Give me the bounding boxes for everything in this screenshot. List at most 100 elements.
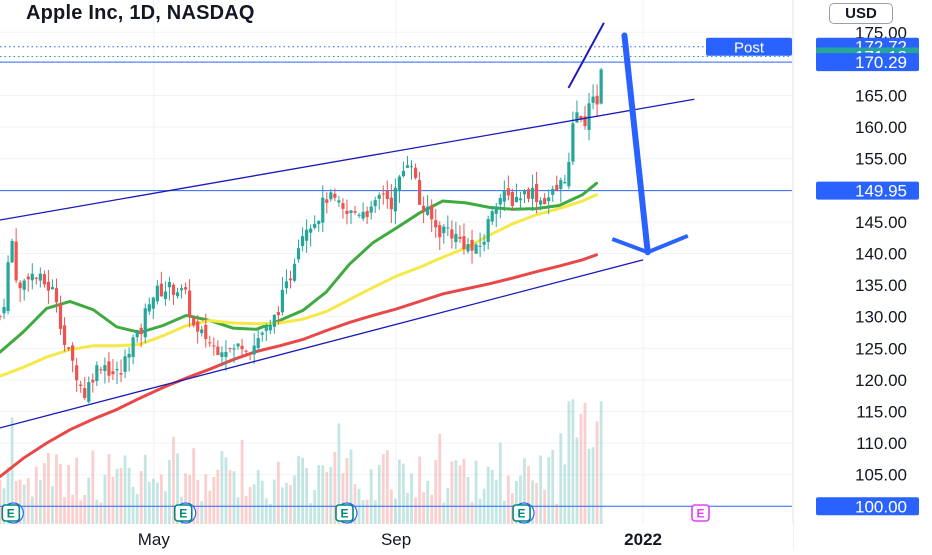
candle-body xyxy=(83,387,87,398)
grid xyxy=(0,0,792,524)
volume-bars xyxy=(0,399,603,524)
volume-bar xyxy=(478,498,482,524)
candle-body xyxy=(543,198,547,205)
volume-bar xyxy=(216,469,220,524)
price-tick-label: 160.00 xyxy=(855,118,907,137)
price-axis[interactable]: 175.00 165.00 160.00 155.00 145.00 140.00 135.… xyxy=(706,0,932,550)
volume-bar xyxy=(490,469,494,524)
volume-bar xyxy=(0,479,2,524)
volume-bar xyxy=(236,497,240,524)
volume-bar xyxy=(539,455,543,524)
volume-bar xyxy=(587,448,591,524)
candle-body xyxy=(389,197,393,210)
candle-body xyxy=(555,184,559,191)
volume-bar xyxy=(551,449,555,524)
candle-body xyxy=(264,326,268,331)
channel-line-upper xyxy=(0,98,695,221)
candle-body xyxy=(0,316,2,318)
time-axis-background xyxy=(0,524,793,550)
volume-bar xyxy=(466,477,470,524)
volume-bar xyxy=(450,461,454,524)
volume-bar xyxy=(127,467,131,524)
candle-body xyxy=(284,281,289,289)
earnings-marker-box xyxy=(1,504,21,522)
candle-body xyxy=(204,324,208,340)
candle-body xyxy=(18,282,22,289)
candle-body xyxy=(522,190,527,195)
volume-bar xyxy=(381,454,385,524)
candle-body xyxy=(42,274,46,285)
candle-body xyxy=(321,197,325,223)
candle-body xyxy=(434,220,438,228)
candle-body xyxy=(401,170,406,177)
price-label-tag-box xyxy=(706,37,792,56)
volume-bar xyxy=(361,500,365,524)
earnings-marker-box xyxy=(691,504,710,522)
candle-body xyxy=(490,211,494,222)
volume-bar xyxy=(155,482,159,524)
volume-bar xyxy=(232,471,236,524)
candle-body xyxy=(397,176,402,192)
price-tick-label: 135.00 xyxy=(855,276,907,295)
candle-body xyxy=(381,193,385,195)
currency-button[interactable]: USD xyxy=(829,3,893,24)
candle-body xyxy=(268,325,272,331)
volume-bar xyxy=(22,484,26,524)
volume-bar xyxy=(353,484,357,524)
candle-body xyxy=(413,167,418,178)
candle-body xyxy=(502,190,506,202)
time-axis[interactable]: May Sep 2022 xyxy=(0,524,793,550)
candle-body xyxy=(58,303,63,329)
candle-body xyxy=(470,239,474,251)
candle-body xyxy=(71,345,75,361)
volume-bar xyxy=(123,455,127,524)
price-label-box xyxy=(816,497,919,516)
volume-bar xyxy=(256,470,260,524)
volume-bar xyxy=(51,486,54,524)
candle-body xyxy=(595,95,599,105)
candle-body xyxy=(438,225,442,238)
volume-bar xyxy=(87,477,91,524)
candle-body xyxy=(534,183,539,203)
volume-bar xyxy=(406,492,409,524)
price-label-box xyxy=(816,181,919,200)
candle-body xyxy=(131,337,135,357)
volume-bar xyxy=(438,433,442,524)
candle-body xyxy=(450,229,454,239)
candle-body xyxy=(393,187,397,212)
volume-bar xyxy=(208,490,212,524)
candle-body xyxy=(14,241,18,281)
volume-bar xyxy=(293,475,296,524)
candle-body xyxy=(341,203,345,209)
volume-bar xyxy=(276,461,280,524)
volume-bar xyxy=(240,439,244,524)
candle-body xyxy=(385,190,389,199)
channel-lines xyxy=(0,22,695,429)
candle-body xyxy=(54,288,59,303)
volume-bar xyxy=(523,458,526,524)
earnings-marker-label: E xyxy=(518,507,526,521)
volume-bar xyxy=(426,480,430,524)
earnings-marker-label: E xyxy=(340,507,348,521)
volume-bar xyxy=(430,494,434,524)
candle-body xyxy=(353,211,357,213)
candle-body xyxy=(317,220,321,224)
volume-bar xyxy=(143,454,147,524)
volume-bar xyxy=(458,465,462,524)
volume-bar xyxy=(204,474,208,524)
ma-line-ma50 xyxy=(0,193,598,378)
volume-bar xyxy=(519,475,522,524)
candle-body xyxy=(135,330,139,338)
candle-body xyxy=(91,379,95,383)
volume-bar xyxy=(268,503,272,524)
candle-body xyxy=(462,236,466,250)
candle-body xyxy=(329,192,333,200)
volume-bar xyxy=(301,457,304,524)
volume-bar xyxy=(563,464,567,524)
candle-body xyxy=(345,210,349,214)
candle-body xyxy=(95,365,99,382)
volume-bar xyxy=(289,485,292,524)
candle-body xyxy=(6,262,10,312)
